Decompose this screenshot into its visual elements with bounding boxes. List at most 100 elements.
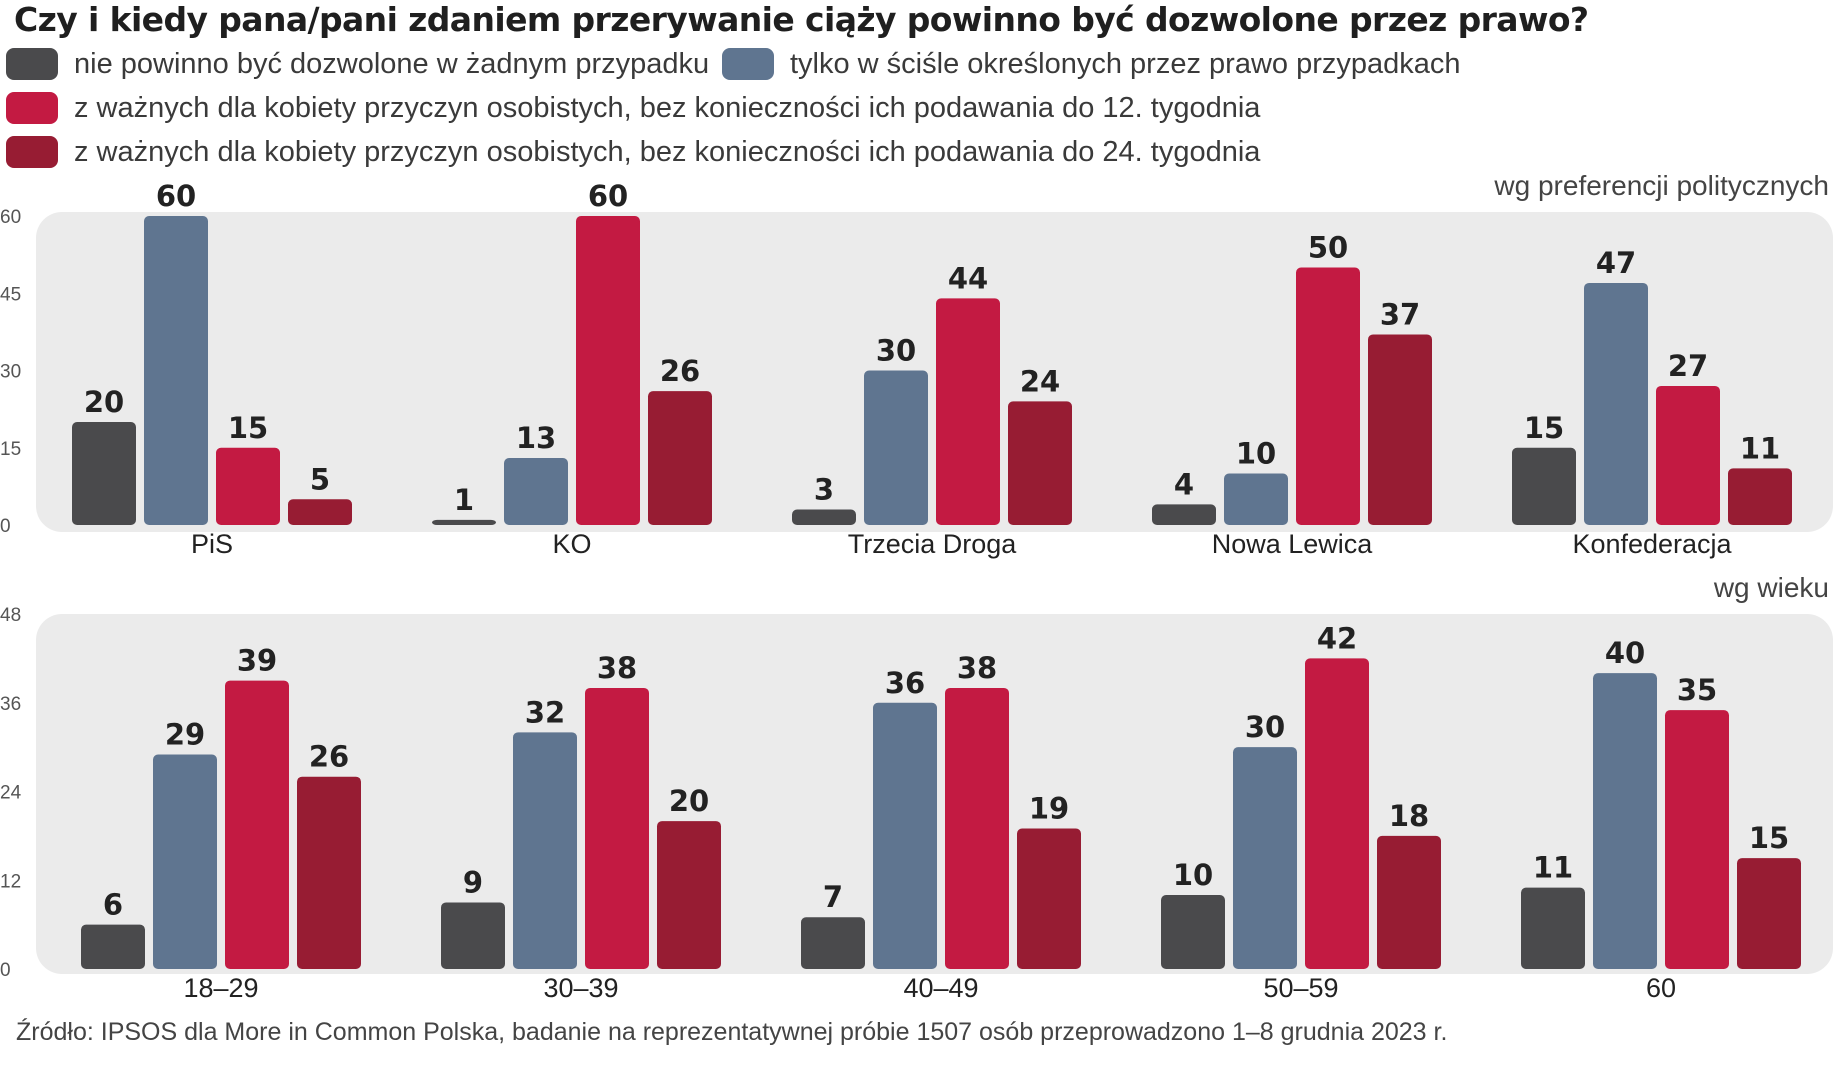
bar-24-weeks — [1017, 828, 1081, 969]
bar-none — [1512, 447, 1576, 525]
category-label: 40–49 — [903, 973, 978, 1003]
bar-legal-cases — [144, 216, 208, 525]
bar-none — [81, 924, 145, 969]
data-label: 20 — [669, 784, 709, 818]
bar-12-weeks — [1656, 385, 1720, 525]
data-label: 18 — [1389, 799, 1429, 833]
data-label: 15 — [228, 411, 268, 445]
bar-legal-cases — [513, 732, 577, 969]
bar-24-weeks — [1728, 468, 1792, 525]
category-label: 30–39 — [543, 973, 618, 1003]
bar-24-weeks — [648, 391, 712, 525]
bar-legal-cases — [873, 702, 937, 969]
legend-swatch-legal-cases — [722, 48, 774, 80]
bar-24-weeks — [1377, 835, 1441, 969]
bar-12-weeks — [1305, 658, 1369, 969]
bar-24-weeks — [297, 776, 361, 969]
category-label: Trzecia Droga — [848, 529, 1018, 559]
bar-legal-cases — [1584, 282, 1648, 525]
chart-age: 0 12 24 36 48 6 29 39 26 18–29 9 32 38 20 30–39 7 36 38 19… — [0, 605, 1833, 1003]
data-label: 39 — [237, 644, 277, 678]
bar-none — [801, 917, 865, 969]
data-label: 1 — [454, 483, 474, 517]
y-tick-label: 12 — [0, 871, 21, 892]
data-label: 10 — [1173, 858, 1213, 892]
y-tick-label: 60 — [0, 207, 21, 228]
data-label: 30 — [1245, 710, 1285, 744]
bar-none — [1521, 887, 1585, 969]
bar-legal-cases — [864, 370, 928, 525]
y-tick-label: 24 — [0, 783, 22, 804]
bar-12-weeks — [936, 298, 1000, 525]
category-label: 18–29 — [183, 973, 258, 1003]
legend-swatch-none — [6, 48, 58, 80]
data-label: 29 — [165, 718, 205, 752]
legend-entry-12-weeks: z ważnych dla kobiety przyczyn osobistyc… — [6, 88, 1260, 128]
source-note: Źródło: IPSOS dla More in Common Polska,… — [16, 1018, 1448, 1046]
bar-none — [1161, 895, 1225, 969]
data-label: 37 — [1380, 297, 1420, 331]
bar-none — [1152, 504, 1216, 525]
data-label: 40 — [1605, 636, 1645, 670]
category-label: Nowa Lewica — [1212, 529, 1374, 559]
chart-political: 0 15 30 45 60 20 60 15 5 PiS 1 13 60 26 KO 3 30 44 24 Trzec… — [0, 179, 1833, 559]
y-tick-label: 0 — [0, 960, 11, 981]
y-tick-label: 45 — [0, 284, 21, 305]
data-label: 11 — [1740, 431, 1780, 465]
category-label: 50–59 — [1263, 973, 1338, 1003]
data-label: 19 — [1029, 791, 1069, 825]
bar-12-weeks — [945, 687, 1009, 969]
panel-subtitle-political: wg preferencji politycznych — [1494, 170, 1829, 201]
data-label: 35 — [1677, 673, 1717, 707]
y-tick-label: 48 — [0, 605, 21, 626]
data-label: 6 — [103, 888, 123, 922]
bar-none — [792, 509, 856, 525]
bar-24-weeks — [288, 499, 352, 525]
legend-label-12-weeks: z ważnych dla kobiety przyczyn osobistyc… — [74, 91, 1261, 124]
bar-24-weeks — [1008, 401, 1072, 525]
data-label: 26 — [309, 740, 349, 774]
bar-legal-cases — [504, 458, 568, 525]
data-label: 5 — [310, 462, 330, 496]
bar-12-weeks — [225, 680, 289, 969]
category-label: PiS — [191, 529, 233, 559]
y-tick-label: 15 — [0, 439, 21, 460]
data-label: 9 — [463, 865, 483, 899]
data-label: 4 — [1174, 467, 1194, 501]
bar-24-weeks — [1368, 334, 1432, 525]
data-label: 20 — [84, 385, 124, 419]
data-label: 10 — [1236, 437, 1276, 471]
data-label: 42 — [1317, 621, 1357, 655]
bar-12-weeks — [1665, 710, 1729, 969]
legend-entry-legal-cases: tylko w ściśle określonych przez prawo p… — [722, 44, 1461, 84]
data-label: 60 — [588, 179, 628, 213]
panel-subtitle-age: wg wieku — [1713, 572, 1829, 603]
bar-none — [72, 422, 136, 525]
legend-entry-none: nie powinno być dozwolone w żadnym przyp… — [6, 44, 709, 84]
bar-legal-cases — [153, 754, 217, 969]
bar-12-weeks — [576, 216, 640, 525]
data-label: 13 — [516, 421, 556, 455]
legend-swatch-24-weeks — [6, 136, 58, 168]
bar-12-weeks — [1296, 267, 1360, 525]
category-label: 60 — [1646, 973, 1676, 1003]
chart-title: Czy i kiedy pana/pani zdaniem przerywani… — [14, 0, 1589, 39]
data-label: 11 — [1533, 851, 1573, 885]
legend-label-none: nie powinno być dozwolone w żadnym przyp… — [74, 47, 710, 80]
data-label: 26 — [660, 354, 700, 388]
bar-none — [441, 902, 505, 969]
data-label: 30 — [876, 334, 916, 368]
bar-legal-cases — [1593, 673, 1657, 969]
data-label: 47 — [1596, 246, 1636, 280]
y-tick-label: 0 — [0, 516, 11, 537]
category-label: KO — [552, 529, 591, 559]
data-label: 50 — [1308, 231, 1348, 265]
data-label: 38 — [597, 651, 637, 685]
legend-swatch-12-weeks — [6, 92, 58, 124]
data-label: 24 — [1020, 364, 1060, 398]
legend-entry-24-weeks: z ważnych dla kobiety przyczyn osobistyc… — [6, 132, 1260, 172]
data-label: 32 — [525, 695, 565, 729]
data-label: 36 — [885, 666, 925, 700]
bar-12-weeks — [585, 687, 649, 969]
